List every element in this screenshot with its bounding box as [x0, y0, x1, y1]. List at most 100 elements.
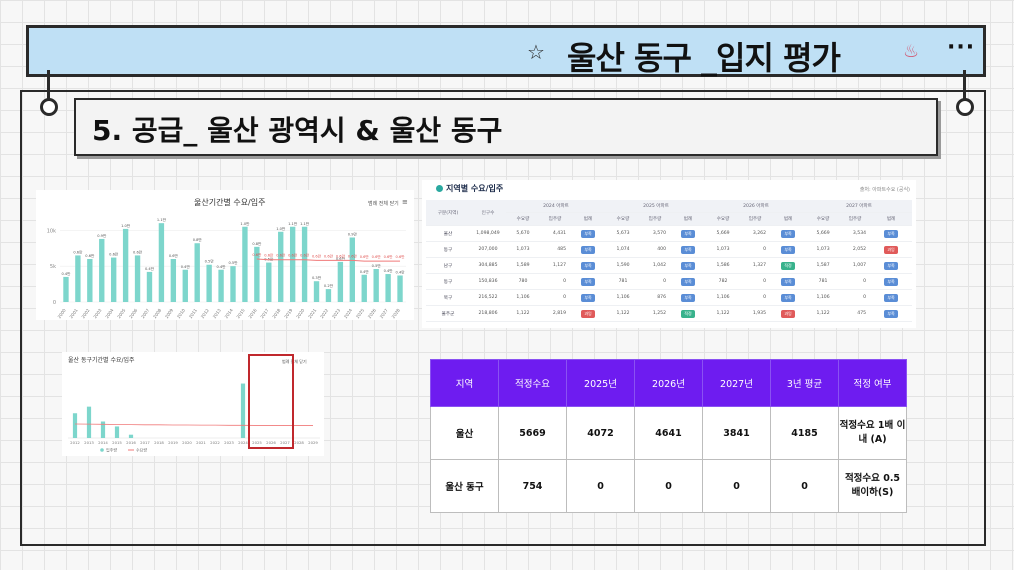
demand-line — [256, 258, 401, 262]
x-tick-label: 2016 — [126, 440, 136, 445]
supply-cell: 3,262 — [740, 225, 771, 242]
more-menu-icon[interactable]: ··· — [947, 35, 976, 60]
bar — [122, 228, 129, 302]
summary-verdict-cell: 적정수요 0.5 배이하(S) — [838, 459, 907, 513]
bar — [278, 231, 284, 302]
x-tick-label: 2021 — [307, 307, 317, 319]
table-subheader-row: 수요량 입주량 범례 수요량 입주량 범례 수요량 입주량 범례 수요량 입주량 범례 — [426, 212, 913, 226]
bar — [158, 223, 165, 302]
demand-cell: 1,587 — [806, 257, 841, 274]
status-cell: 부족 — [570, 289, 607, 306]
demand-cell: 1,106 — [806, 289, 841, 306]
x-tick-label: 2025 — [355, 307, 365, 319]
supply-cell: 0 — [640, 273, 671, 290]
summary-cell: 4641 — [634, 406, 703, 460]
supply-cell: 485 — [540, 241, 570, 258]
bar — [337, 261, 344, 302]
bar — [373, 269, 379, 302]
status-cell: 부족 — [570, 257, 607, 274]
bar — [397, 275, 403, 302]
status-cell: 부족 — [870, 225, 913, 242]
status-badge: 부족 — [681, 229, 695, 238]
donggu-chart-svg: 2012 2013 2014 2015 2016 2017 2018 2019 2020 2021… — [68, 354, 320, 453]
donggu-chart-title: 울산 동구기간별 수요/입주 — [68, 357, 135, 364]
x-tick-label: 2008 — [152, 307, 162, 319]
x-tick-label: 2029 — [308, 440, 318, 445]
x-tick-label: 2007 — [140, 307, 150, 319]
demand-data-label: 0.6만 — [360, 254, 370, 259]
status-cell: 과잉 — [570, 305, 607, 322]
bar — [240, 383, 246, 438]
bar-data-label: 1.0만 — [121, 223, 131, 228]
x-tick-label: 2002 — [80, 307, 90, 319]
subheader-cell: 입주량 — [640, 212, 671, 226]
menu-icon[interactable]: ≡ — [402, 198, 408, 206]
bar — [86, 406, 92, 438]
subheader-cell: 범례 — [770, 212, 807, 226]
bar-data-label: 0.4만 — [396, 269, 406, 274]
demand-cell: 1,122 — [606, 305, 641, 322]
status-badge: 부족 — [781, 229, 795, 238]
demand-cell: 782 — [706, 273, 741, 290]
status-badge: 부족 — [581, 229, 595, 238]
x-tick-label: 2018 — [271, 307, 281, 319]
subheader-cell: 범례 — [870, 212, 913, 226]
supply-cell: 0 — [840, 289, 871, 306]
ulsan-chart-controls[interactable]: 범례 전체 닫기 — [368, 201, 399, 207]
summary-row: 울산 5669 4072 4641 3841 4185 적정수요 1배 이내 (A) — [430, 406, 907, 460]
bar-data-label: 0.9만 — [97, 233, 107, 238]
ulsan-chart-title: 울산기간별 수요/입주 — [194, 198, 266, 207]
bar-data-label: 0.5만 — [205, 259, 215, 264]
status-cell: 부족 — [870, 273, 913, 290]
table-row: 동구 207,000 1,073 485 부족 1,074 400 부족 1,073 0 부족 1,0… — [426, 241, 913, 258]
demand-data-label: 0.6만 — [324, 253, 334, 258]
supply-cell: 876 — [640, 289, 671, 306]
demand-cell: 1,106 — [706, 289, 741, 306]
demand-cell: 5,673 — [606, 225, 641, 242]
summary-table: 지역 적정수요 2025년 2026년 2027년 3년 평균 적정 여부 울산 5669 407… — [430, 359, 907, 513]
ulsan-chart-svg: 10k 5k 0 0.4만 2000 0.6만 2001 0.6만 2002 0.9만 2003 0.… — [47, 217, 406, 319]
demand-data-label: 0.6만 — [336, 253, 346, 258]
table-row: 남구 304,885 1,589 1,127 부족 1,590 1,042 부족 1,586 1,… — [426, 257, 913, 274]
demand-cell: 1,073 — [706, 241, 741, 258]
pin-left-line — [47, 70, 50, 102]
bar — [230, 266, 236, 302]
x-tick-label: 2022 — [210, 440, 220, 445]
status-badge: 부족 — [781, 277, 795, 286]
status-badge: 부족 — [581, 245, 595, 254]
bar-data-label: 0.6만 — [336, 256, 346, 261]
summary-cell: 4072 — [566, 406, 635, 460]
status-badge: 부족 — [681, 293, 695, 302]
x-tick-label: 2025 — [252, 440, 262, 445]
demand-cell: 780 — [506, 273, 540, 290]
bar — [194, 243, 200, 302]
demand-data-label: 0.6만 — [252, 252, 262, 257]
summary-cell: 3841 — [702, 406, 771, 460]
x-tick-label: 2020 — [295, 307, 305, 319]
status-cell: 부족 — [670, 241, 707, 258]
bar-data-label: 1.0만 — [276, 226, 286, 231]
status-badge: 부족 — [781, 293, 795, 302]
status-badge: 부족 — [681, 245, 695, 254]
header-cell: 2026 아파트 — [706, 200, 807, 213]
table-header-row: 구분(지역) 인구수 2024 아파트 2025 아파트 2026 아파트 2027 아파… — [426, 200, 913, 226]
bar — [100, 421, 106, 438]
bar — [114, 426, 120, 438]
highlight-box — [248, 354, 294, 449]
bar — [87, 259, 93, 302]
bar-data-label: 1.0만 — [240, 221, 250, 226]
donggu-chart-controls[interactable]: 범례 전체 닫기 — [282, 359, 307, 364]
header-banner: ☆ 울산 동구 _입지 평가 ♨ ··· — [26, 25, 986, 77]
bar-data-label: 0.5만 — [228, 260, 238, 265]
demand-data-label: 0.6만 — [300, 253, 310, 258]
demand-cell: 1,590 — [606, 257, 641, 274]
bar — [301, 226, 308, 302]
bar — [289, 226, 296, 302]
summary-cell: 0 — [634, 459, 703, 513]
x-tick-label: 2023 — [224, 440, 234, 445]
table-row: 동구 150,836 780 0 부족 781 0 부족 782 0 부족 781 0 부족 — [426, 273, 913, 290]
bar — [170, 259, 177, 302]
x-tick-label: 2015 — [112, 440, 122, 445]
x-tick-label: 2014 — [224, 307, 234, 319]
pin-right — [956, 98, 974, 116]
